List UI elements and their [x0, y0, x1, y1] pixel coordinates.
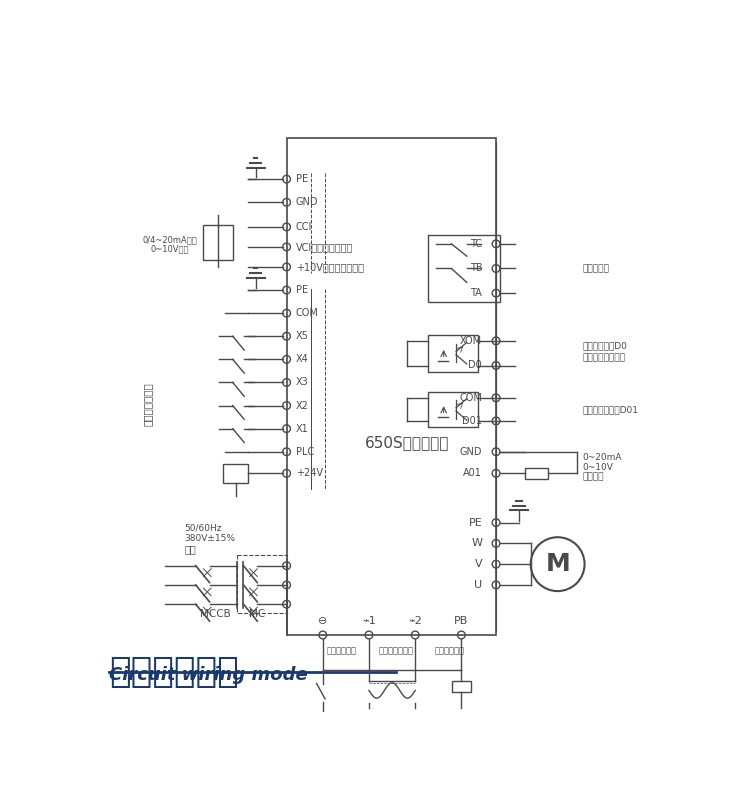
Text: TB: TB [470, 263, 482, 274]
Text: COM: COM [296, 308, 319, 318]
Bar [452, 682, 470, 692]
Text: W: W [471, 538, 482, 548]
Text: GND: GND [460, 446, 482, 457]
Text: +10V频率设定用电源: +10V频率设定用电源 [296, 262, 364, 272]
Text: ⊖: ⊖ [318, 616, 328, 626]
Text: +24V: +24V [296, 468, 322, 478]
Text: TA: TA [470, 288, 482, 298]
Text: A01: A01 [464, 468, 482, 478]
Text: GND: GND [296, 198, 318, 207]
Bar [286, 138, 496, 635]
Text: 多功能输入端子: 多功能输入端子 [143, 382, 153, 426]
Text: X1: X1 [296, 424, 308, 434]
Text: MC: MC [249, 609, 266, 618]
Text: M: M [545, 552, 570, 576]
Text: U: U [474, 580, 482, 590]
Text: VCI多功能模拟输入: VCI多功能模拟输入 [296, 242, 353, 252]
Text: V: V [475, 559, 482, 569]
Text: 继电器输出: 继电器输出 [582, 264, 609, 273]
Text: PLC: PLC [296, 446, 314, 457]
Text: 电源: 电源 [184, 544, 196, 554]
Text: MCCB: MCCB [200, 609, 230, 618]
Text: D0: D0 [469, 361, 482, 370]
Text: 0~10V: 0~10V [582, 462, 614, 472]
Bar [236, 555, 286, 613]
Text: 模拟输出: 模拟输出 [582, 473, 604, 482]
Bar [428, 334, 478, 372]
Text: XOM: XOM [460, 336, 482, 346]
Text: 外接制动电阻: 外接制动电阻 [435, 646, 465, 655]
Text: 50/60Hz: 50/60Hz [184, 523, 222, 532]
Text: ⌁1: ⌁1 [362, 616, 376, 626]
Text: X2: X2 [296, 401, 309, 410]
Bar [203, 226, 232, 260]
Circle shape [531, 538, 584, 591]
Text: 高速脉冲输出和集: 高速脉冲输出和集 [582, 354, 626, 362]
Text: 外接直流电抗器: 外接直流电抗器 [379, 646, 413, 655]
Text: 0/4~20mA输入: 0/4~20mA输入 [142, 235, 197, 244]
Text: PB: PB [454, 616, 469, 626]
Text: 380V±15%: 380V±15% [184, 534, 236, 543]
Text: Circuit wiring mode: Circuit wiring mode [110, 666, 308, 684]
Text: X3: X3 [296, 378, 308, 387]
Text: 电极开路输出D0: 电极开路输出D0 [582, 341, 627, 350]
Text: PE: PE [296, 174, 308, 184]
Text: CCI: CCI [296, 222, 312, 232]
Text: 回路接线方式: 回路接线方式 [110, 655, 239, 689]
Text: 0~10V输入: 0~10V输入 [150, 245, 189, 254]
Text: COM: COM [459, 393, 482, 403]
Text: TC: TC [470, 239, 482, 249]
Text: X5: X5 [296, 331, 309, 342]
Text: PE: PE [469, 518, 482, 527]
Text: 0~20mA: 0~20mA [582, 453, 622, 462]
Text: 外接制动单元: 外接制动单元 [327, 646, 357, 655]
Text: X4: X4 [296, 354, 308, 364]
Bar [428, 392, 478, 427]
Bar [428, 234, 500, 302]
Text: 650S系列变频器: 650S系列变频器 [364, 435, 449, 450]
Text: PE: PE [296, 285, 308, 295]
Bar [224, 464, 248, 482]
Bar [525, 468, 548, 478]
Text: ⌁2: ⌁2 [408, 616, 422, 626]
Text: D01: D01 [462, 416, 482, 426]
Text: 集电极开路输出D01: 集电极开路输出D01 [582, 405, 638, 414]
